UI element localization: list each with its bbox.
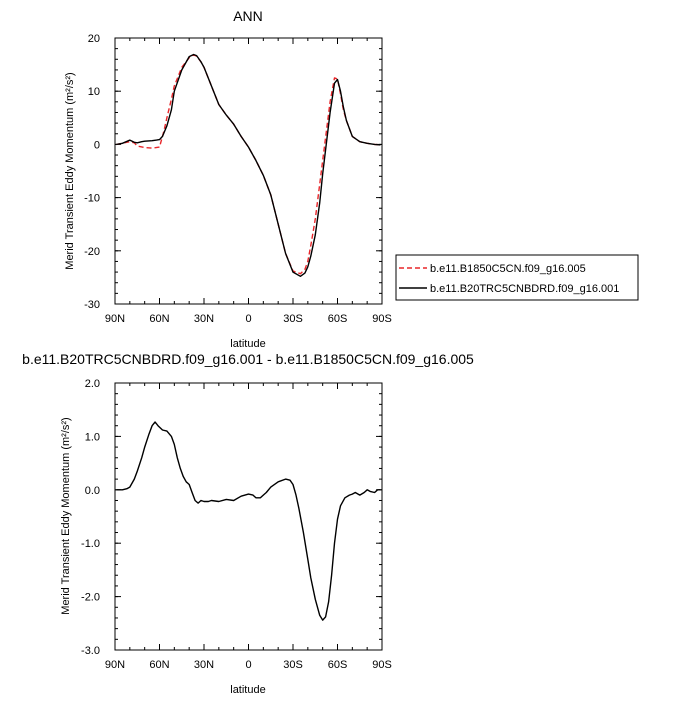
bottom-x-tick-label: 90N	[105, 659, 125, 671]
top-x-tick-label: 90N	[105, 313, 125, 325]
bottom-x-tick-labels: 90N 60N 30N 0 30S 60S 90S	[105, 659, 392, 671]
top-series-line-1	[116, 54, 381, 275]
bottom-x-tick-label: 60S	[328, 659, 348, 671]
top-axis-ticks	[114, 37, 383, 305]
top-y-tick-label: 10	[88, 86, 100, 98]
bottom-x-tick-label: 60N	[149, 659, 169, 671]
bottom-y-tick-label: -2.0	[81, 592, 100, 604]
bottom-panel: b.e11.B20TRC5CNBDRD.f09_g16.001 - b.e11.…	[22, 351, 474, 696]
bottom-chart-title: b.e11.B20TRC5CNBDRD.f09_g16.001 - b.e11.…	[22, 351, 474, 367]
top-y-tick-label: 0	[94, 139, 100, 151]
bottom-y-tick-label: -1.0	[81, 538, 100, 550]
bottom-axis-ticks	[114, 382, 383, 651]
legend-entry-1: b.e11.B1850C5CN.f09_g16.005	[430, 263, 586, 275]
legend: b.e11.B1850C5CN.f09_g16.005 b.e11.B20TRC…	[395, 254, 639, 301]
top-y-tick-labels: 20 10 0 -10 -20 -30	[84, 33, 100, 311]
top-panel: ANN 90N 60N 30N 0 30S 60S 90S 20 10 0 -10 -20 -30 l…	[64, 8, 392, 350]
bottom-y-axis-label: Merid Transient Eddy Momentum (m²/s²)	[60, 417, 72, 614]
top-x-tick-labels: 90N 60N 30N 0 30S 60S 90S	[105, 313, 392, 325]
top-series-line-2	[116, 53, 381, 277]
bottom-x-tick-label: 30S	[283, 659, 303, 671]
top-x-axis-label: latitude	[230, 338, 265, 350]
top-y-tick-label: -30	[84, 299, 100, 311]
legend-entry-2: b.e11.B20TRC5CNBDRD.f09_g16.001	[430, 283, 619, 295]
bottom-y-tick-label: 0.0	[85, 485, 100, 497]
bottom-y-tick-label: -3.0	[81, 645, 100, 657]
top-y-axis-label: Merid Transient Eddy Momentum (m²/s²)	[64, 72, 76, 269]
top-x-tick-label: 0	[245, 313, 251, 325]
top-y-tick-label: 20	[88, 33, 100, 45]
top-x-tick-label: 30N	[194, 313, 214, 325]
bottom-x-tick-label: 30N	[194, 659, 214, 671]
bottom-x-tick-label: 90S	[372, 659, 392, 671]
bottom-x-tick-label: 0	[245, 659, 251, 671]
top-x-tick-label: 30S	[283, 313, 303, 325]
bottom-y-tick-label: 2.0	[85, 378, 100, 390]
top-y-tick-label: -10	[84, 193, 100, 205]
top-x-tick-label: 90S	[372, 313, 392, 325]
top-y-tick-label: -20	[84, 246, 100, 258]
top-series-lines	[116, 53, 381, 277]
bottom-x-axis-label: latitude	[230, 684, 265, 696]
top-chart-title: ANN	[233, 8, 263, 24]
top-x-tick-label: 60N	[149, 313, 169, 325]
legend-box	[395, 254, 639, 301]
bottom-y-tick-labels: 2.0 1.0 0.0 -1.0 -2.0 -3.0	[81, 378, 100, 657]
bottom-series-lines	[116, 421, 381, 621]
top-x-tick-label: 60S	[328, 313, 348, 325]
bottom-y-tick-label: 1.0	[85, 431, 100, 443]
top-plot-frame	[114, 37, 383, 305]
bottom-series-line-1	[116, 421, 381, 621]
